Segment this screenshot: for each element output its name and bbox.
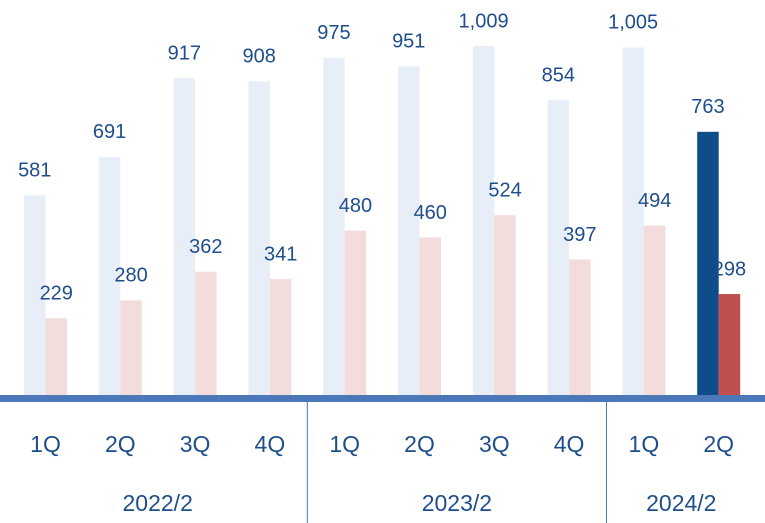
value-label: 917 — [168, 42, 201, 64]
bar — [547, 100, 570, 399]
value-label: 524 — [488, 179, 521, 201]
value-label: 341 — [264, 243, 297, 265]
value-label: 854 — [542, 64, 575, 86]
value-label: 229 — [40, 282, 73, 304]
bar — [622, 47, 644, 398]
x-tick-label: 2Q — [703, 431, 734, 457]
bar — [643, 225, 666, 398]
bar — [569, 259, 591, 398]
value-label: 951 — [392, 31, 425, 53]
value-label: 460 — [414, 202, 447, 224]
x-tick-label: 4Q — [554, 431, 585, 457]
bar — [173, 78, 196, 398]
x-tick-label: 1Q — [329, 431, 360, 457]
x-tick-label: 4Q — [255, 431, 286, 457]
bar — [24, 195, 46, 398]
group-label: 2023/2 — [422, 490, 492, 516]
value-label: 1,009 — [459, 10, 509, 32]
value-label: 298 — [713, 258, 746, 280]
bar — [344, 230, 367, 398]
x-tick-label: 2Q — [404, 431, 435, 457]
bar — [494, 215, 516, 398]
group-label: 2022/2 — [123, 490, 193, 516]
x-axis-line — [0, 395, 765, 402]
value-label: 397 — [563, 224, 596, 246]
bar — [697, 131, 719, 398]
x-tick-label: 3Q — [180, 431, 211, 457]
value-label: 691 — [93, 121, 126, 143]
bar — [195, 271, 217, 398]
value-label: 975 — [317, 22, 350, 44]
bar — [45, 318, 67, 398]
bar — [472, 46, 495, 398]
bar — [398, 66, 420, 399]
bar — [419, 237, 441, 398]
value-label: 494 — [638, 190, 671, 212]
x-tick-label: 1Q — [30, 431, 61, 457]
value-label: 763 — [691, 96, 724, 118]
bar — [323, 57, 345, 399]
bar — [248, 81, 270, 398]
value-label: 362 — [189, 236, 222, 258]
x-tick-label: 3Q — [479, 431, 510, 457]
value-label: 280 — [114, 265, 147, 287]
bar — [120, 300, 142, 398]
bar — [269, 279, 292, 398]
value-label: 581 — [18, 160, 51, 182]
bar — [98, 156, 121, 398]
value-label: 908 — [242, 46, 275, 68]
value-label: 1,005 — [608, 12, 658, 34]
value-label: 480 — [339, 195, 372, 217]
x-tick-label: 2Q — [105, 431, 136, 457]
group-label: 2024/2 — [646, 490, 716, 516]
bar — [718, 294, 741, 398]
x-tick-label: 1Q — [629, 431, 660, 457]
